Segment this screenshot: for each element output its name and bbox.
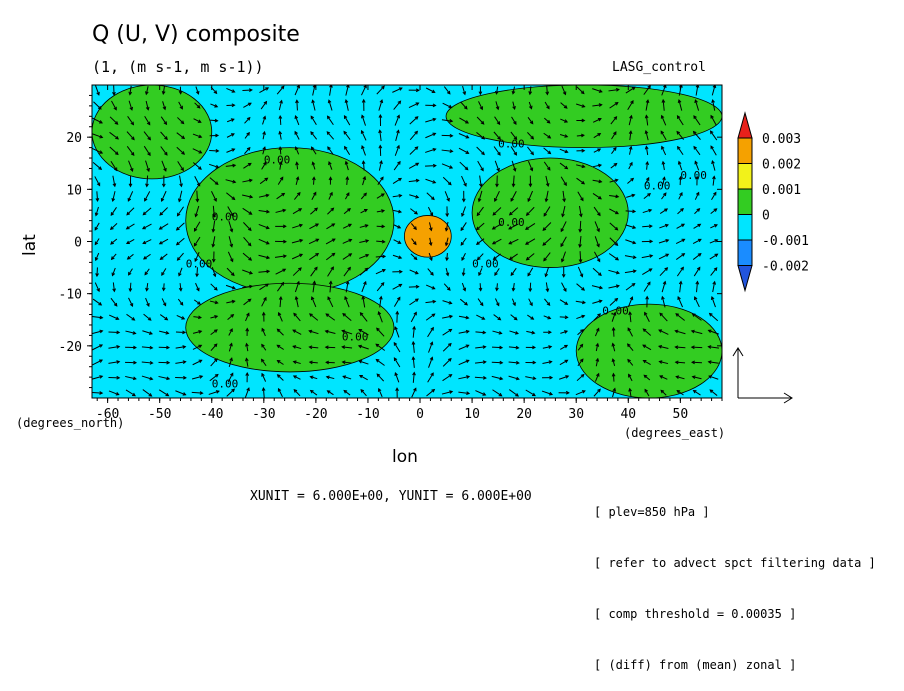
contour-label: 0.00 — [212, 378, 239, 391]
x-tick-label: 40 — [620, 407, 636, 422]
x-tick-label: 30 — [568, 407, 584, 422]
note-line: [ plev=850 hPa ] — [594, 504, 876, 521]
y-axis-label: lat — [20, 234, 40, 256]
contour-label: 0.00 — [602, 305, 629, 318]
x-tick-label: 0 — [416, 407, 424, 422]
shaded-region — [92, 85, 212, 179]
y-tick-label: 10 — [66, 183, 82, 198]
colorbar-segment — [738, 189, 752, 215]
colorbar-label: -0.002 — [762, 260, 809, 275]
x-tick-label: -30 — [252, 407, 275, 422]
shaded-region — [404, 215, 451, 257]
x-axis-label: lon — [392, 447, 418, 467]
reference-vector — [733, 348, 792, 403]
y-tick-label: -10 — [59, 288, 82, 303]
contour-label: 0.00 — [498, 138, 525, 151]
colorbar-segment — [738, 164, 752, 190]
contour-label: 0.00 — [644, 179, 671, 192]
shaded-region — [576, 304, 722, 398]
vector-scale-text: XUNIT = 6.000E+00, YUNIT = 6.000E+00 — [250, 489, 532, 504]
y-tick-label: 0 — [74, 236, 82, 251]
contour-label: 0.00 — [212, 211, 239, 224]
contour-label: 0.00 — [498, 216, 525, 229]
y-tick-label: -20 — [59, 340, 82, 355]
contour-label: 0.00 — [342, 331, 369, 344]
colorbar-cap-bottom — [738, 266, 752, 291]
x-tick-label: -40 — [200, 407, 223, 422]
contour-label: 0.00 — [472, 258, 499, 271]
colorbar-segment — [738, 215, 752, 241]
colorbar: 0.003 0.002 0.001 0 -0.001 -0.002 — [738, 113, 809, 291]
colorbar-segment — [738, 240, 752, 266]
note-line: [ comp threshold = 0.00035 ] — [594, 606, 876, 623]
colorbar-label: 0.003 — [762, 132, 801, 147]
colorbar-label: -0.001 — [762, 234, 809, 249]
x-tick-label: -50 — [148, 407, 171, 422]
x-tick-label: 50 — [673, 407, 689, 422]
y-axis-units: (degrees_north) — [16, 416, 124, 430]
note-line: [ refer to advect spct filtering data ] — [594, 555, 876, 572]
note-line: [ (diff) from (mean) zonal ] — [594, 657, 876, 674]
plot-notes: [ plev=850 hPa ] [ refer to advect spct … — [594, 470, 876, 691]
x-tick-label: -20 — [304, 407, 327, 422]
x-tick-label: -10 — [356, 407, 379, 422]
x-axis-units: (degrees_east) — [624, 426, 725, 440]
colorbar-cap-top — [738, 113, 752, 138]
colorbar-label: 0 — [762, 209, 770, 224]
y-tick-label: 20 — [66, 131, 82, 146]
contour-label: 0.00 — [264, 153, 291, 166]
colorbar-label: 0.002 — [762, 158, 801, 173]
contour-label: 0.00 — [186, 258, 213, 271]
shaded-region — [446, 85, 722, 148]
x-tick-label: 20 — [516, 407, 532, 422]
colorbar-segment — [738, 138, 752, 164]
contour-label: 0.00 — [680, 169, 707, 182]
colorbar-label: 0.001 — [762, 183, 801, 198]
x-tick-label: 10 — [464, 407, 480, 422]
